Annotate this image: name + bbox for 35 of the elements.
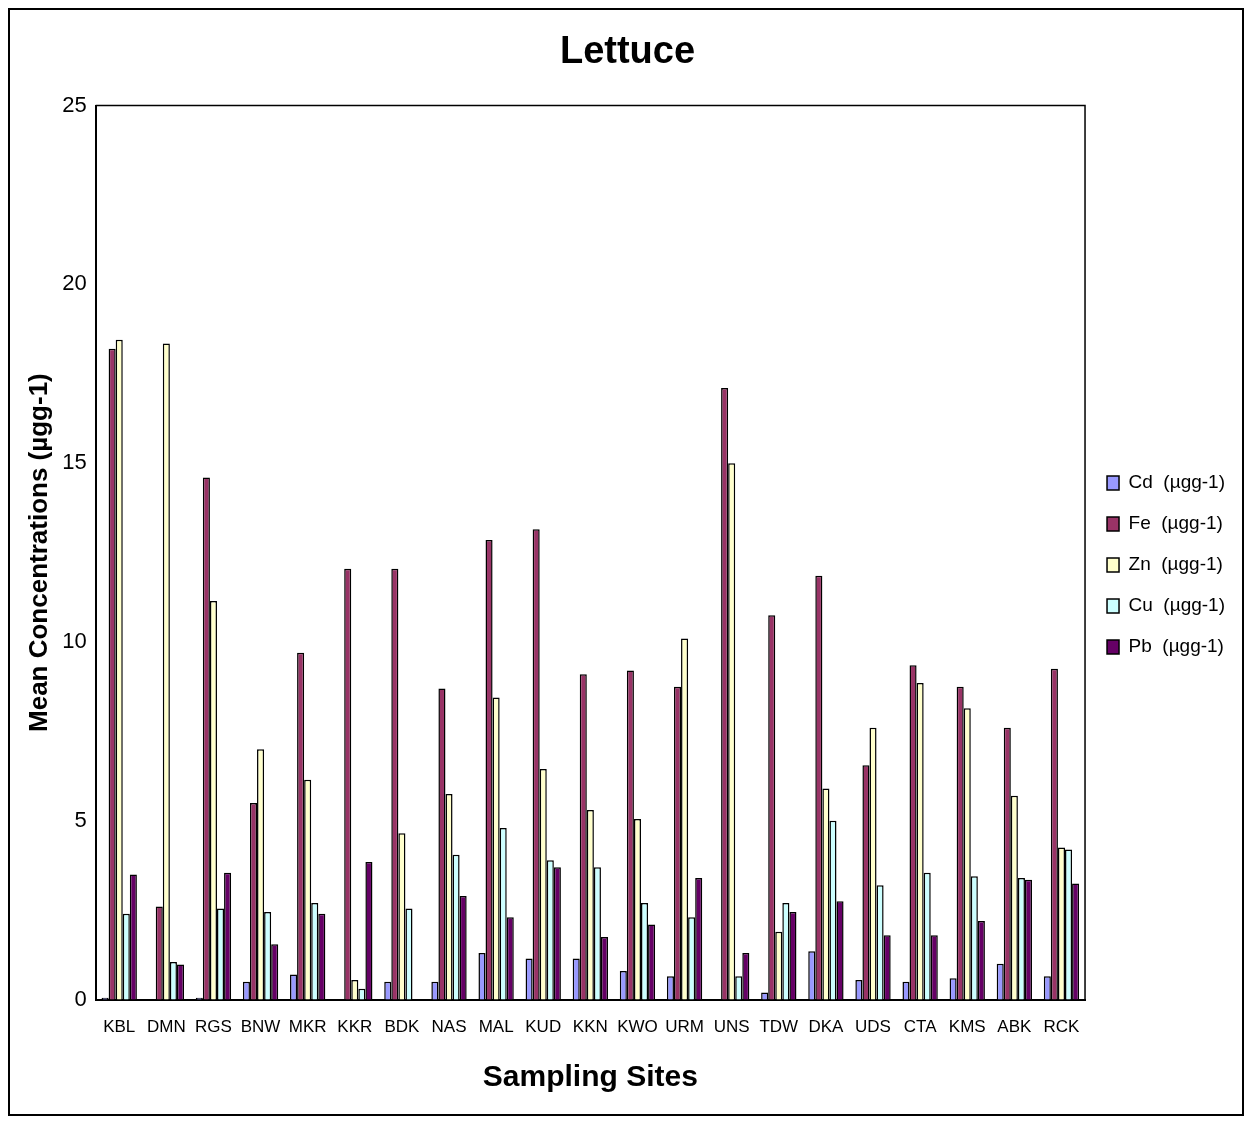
y-tick-label: 10 xyxy=(62,628,87,654)
x-tick-label: KBL xyxy=(103,1017,136,1037)
y-tick-label: 20 xyxy=(62,270,87,296)
x-tick-label: URM xyxy=(665,1017,704,1037)
x-tick-label: UDS xyxy=(855,1017,891,1037)
y-tick-label: 25 xyxy=(62,91,87,117)
y-tick-label: 0 xyxy=(74,985,87,1011)
legend-label: Zn (µgg-1) xyxy=(1128,553,1223,575)
x-tick-label: MAL xyxy=(478,1017,514,1037)
x-tick-label: UNS xyxy=(713,1017,750,1037)
x-tick-label: NAS xyxy=(431,1017,467,1037)
y-axis-title: Mean Concentrations (µgg-1) xyxy=(22,373,53,732)
x-axis-title: Sampling Sites xyxy=(482,1059,698,1093)
x-tick-label: TDW xyxy=(759,1017,799,1037)
x-tick-label: RCK xyxy=(1043,1017,1081,1037)
x-tick-label: KKN xyxy=(572,1017,608,1037)
legend-label: Cd (µgg-1) xyxy=(1128,471,1226,493)
x-tick-label: ABK xyxy=(997,1017,1033,1037)
chart-title: Lettuce xyxy=(559,29,696,72)
x-tick-label: KUD xyxy=(525,1017,562,1037)
x-tick-label: MKR xyxy=(288,1017,327,1037)
x-tick-label: DKA xyxy=(808,1017,845,1037)
legend-label: Cu (µgg-1) xyxy=(1128,594,1226,616)
x-tick-label: KMS xyxy=(948,1017,986,1037)
legend-label: Pb (µgg-1) xyxy=(1128,635,1224,657)
x-tick-label: KKR xyxy=(337,1017,373,1037)
x-tick-label: KWO xyxy=(617,1017,658,1037)
legend-label: Fe (µgg-1) xyxy=(1128,512,1223,534)
x-tick-label: BNW xyxy=(240,1017,281,1037)
x-tick-label: DMN xyxy=(146,1017,186,1037)
x-tick-label: BDK xyxy=(384,1017,421,1037)
y-tick-label: 5 xyxy=(74,806,87,832)
x-tick-label: RGS xyxy=(195,1017,232,1037)
y-tick-label: 15 xyxy=(62,449,87,475)
x-tick-label: CTA xyxy=(903,1017,938,1037)
